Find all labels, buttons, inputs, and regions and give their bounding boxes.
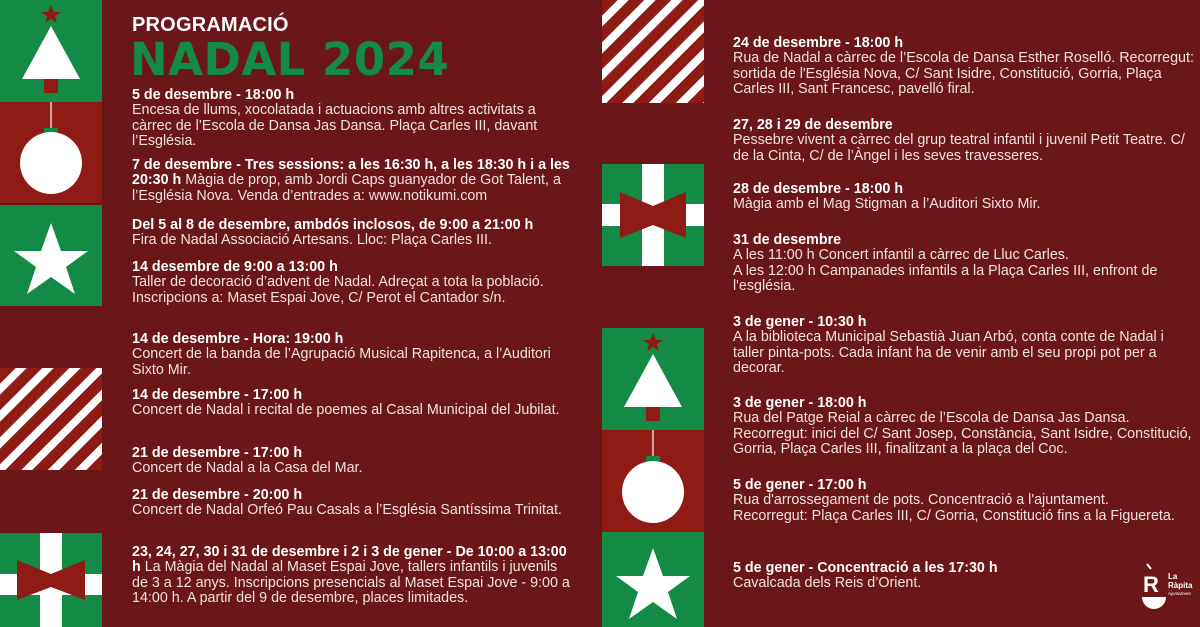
event-item: 5 de gener - 17:00 h Rua d'arrossegament … (733, 477, 1195, 524)
svg-text:Ajuntament: Ajuntament (1168, 591, 1192, 596)
event-item: 31 de desembre A les 11:00 h Concert infa… (733, 232, 1195, 295)
striped-tile (0, 368, 102, 470)
event-item: 14 desembre de 9:00 a 13:00 h Taller de d… (132, 259, 572, 306)
star-tile (0, 205, 102, 306)
event-body: Recorregut: Plaça Carles III, C/ Gorria,… (733, 507, 1175, 524)
event-item: 3 de gener - 18:00 h Rua del Patge Reial … (733, 395, 1195, 458)
ornament-icon (622, 430, 684, 523)
event-body: Màgia amb el Mag Stigman a l’Auditori Si… (733, 196, 1041, 213)
tree-tile (0, 0, 102, 102)
event-body: A les 11:00 h Concert infantil a càrrec … (733, 247, 1069, 264)
page-kicker: PROGRAMACIÓ (132, 14, 289, 36)
event-title: 31 de desembre (733, 232, 842, 248)
event-body: Rua d'arrossegament de pots. Concentraci… (733, 492, 1109, 509)
event-body: Màgia de prop, amb Jordi Caps guanyador … (132, 172, 561, 204)
event-item: 23, 24, 27, 30 i 31 de desembre i 2 i 3 … (132, 544, 572, 607)
event-item: 28 de desembre - 18:00 h Màgia amb el Mag… (733, 181, 1195, 213)
christmas-tree-icon (624, 333, 682, 421)
la-rapita-logo: R La Ràpita Ajuntament (1140, 562, 1198, 618)
svg-text:R: R (1143, 572, 1159, 597)
event-item: Del 5 al 8 de desembre, ambdós inclosos,… (132, 217, 572, 249)
event-body: Rua del Patge Reial a càrrec de l’Escola… (733, 410, 1130, 427)
event-title: 23, 24, 27, 30 i 31 de desembre i 2 i 3 … (132, 544, 567, 576)
event-title: 14 desembre de 9:00 a 13:00 h (132, 259, 338, 275)
event-title: 28 de desembre - 18:00 h (733, 181, 904, 197)
logo-icon: R La Ràpita Ajuntament (1142, 563, 1193, 609)
star-icon (14, 223, 88, 294)
event-item: 14 de desembre - Hora: 19:00 h Concert de… (132, 331, 572, 378)
event-body: Fira de Nadal Associació Artesans. Lloc:… (132, 232, 492, 249)
event-body: Cavalcada dels Reis d’Orient. (733, 575, 922, 592)
event-body: Concert de la banda de l’Agrupació Music… (132, 346, 551, 378)
event-title: 21 de desembre - 20:00 h (132, 487, 303, 503)
gift-bow-icon (602, 164, 704, 266)
ornament-tile (0, 102, 102, 203)
event-item: 14 de desembre - 17:00 h Concert de Nadal… (132, 387, 572, 419)
event-item: 5 de desembre - 18:00 h Encesa de llums, … (132, 87, 572, 150)
ornament-tile (602, 430, 704, 532)
event-body: Recorregut: inici del C/ Sant Josep, Con… (733, 425, 1192, 458)
event-body: Pessebre vivent a càrrec del grup teatra… (733, 132, 1185, 164)
gift-tile (602, 164, 704, 266)
event-title: 3 de gener - 18:00 h (733, 395, 867, 411)
event-title: 24 de desembre - 18:00 h (733, 35, 904, 51)
event-title: 5 de desembre - 18:00 h (132, 87, 295, 103)
event-item: 27, 28 i 29 de desembre Pessebre vivent a… (733, 117, 1195, 164)
event-body: A la biblioteca Municipal Sebastià Juan … (733, 329, 1164, 377)
star-icon (616, 548, 690, 619)
event-title: 5 de gener - 17:00 h (733, 477, 867, 493)
event-item: 7 de desembre - Tres sessions: a les 16:… (132, 157, 572, 204)
gift-tile (0, 533, 102, 627)
svg-text:Ràpita: Ràpita (1168, 581, 1193, 590)
event-body: Concert de Nadal i recital de poemes al … (132, 402, 560, 419)
page-title: NADAL 2024 (130, 33, 450, 86)
event-body: Rua de Nadal a càrrec de l’Escola de Dan… (733, 50, 1194, 98)
event-item: 21 de desembre - 20:00 h Concert de Nadal… (132, 487, 572, 519)
event-body: Concert de Nadal Orfeó Pau Casals a l’Es… (132, 502, 562, 519)
event-title: 3 de gener - 10:30 h (733, 314, 867, 330)
event-title: 14 de desembre - Hora: 19:00 h (132, 331, 344, 347)
event-body: A les 12:00 h Campanades infantils a la … (733, 262, 1158, 295)
event-title: 7 de desembre - Tres sessions: a les 16:… (132, 157, 570, 189)
event-body: Concert de Nadal a la Casa del Mar. (132, 460, 363, 477)
gift-bow-icon (0, 533, 102, 627)
event-body: La Màgia del Nadal al Maset Espai Jove, … (132, 559, 570, 607)
event-title: Del 5 al 8 de desembre, ambdós inclosos,… (132, 217, 534, 233)
event-item: 21 de desembre - 17:00 h Concert de Nadal… (132, 445, 572, 477)
striped-tile (602, 0, 704, 103)
star-tile (602, 532, 704, 627)
event-title: 14 de desembre - 17:00 h (132, 387, 303, 403)
christmas-tree-icon (22, 5, 80, 93)
tree-tile (602, 328, 704, 430)
event-title: 5 de gener - Concentració a les 17:30 h (733, 560, 998, 576)
event-body: Encesa de llums, xocolatada i actuacions… (132, 102, 538, 150)
event-title: 27, 28 i 29 de desembre (733, 117, 893, 133)
event-title: 21 de desembre - 17:00 h (132, 445, 303, 461)
ornament-icon (20, 102, 82, 194)
svg-text:La: La (1168, 572, 1178, 581)
event-item: 24 de desembre - 18:00 h Rua de Nadal a c… (733, 35, 1195, 98)
event-body: Taller de decoració d’advent de Nadal. A… (132, 274, 544, 306)
